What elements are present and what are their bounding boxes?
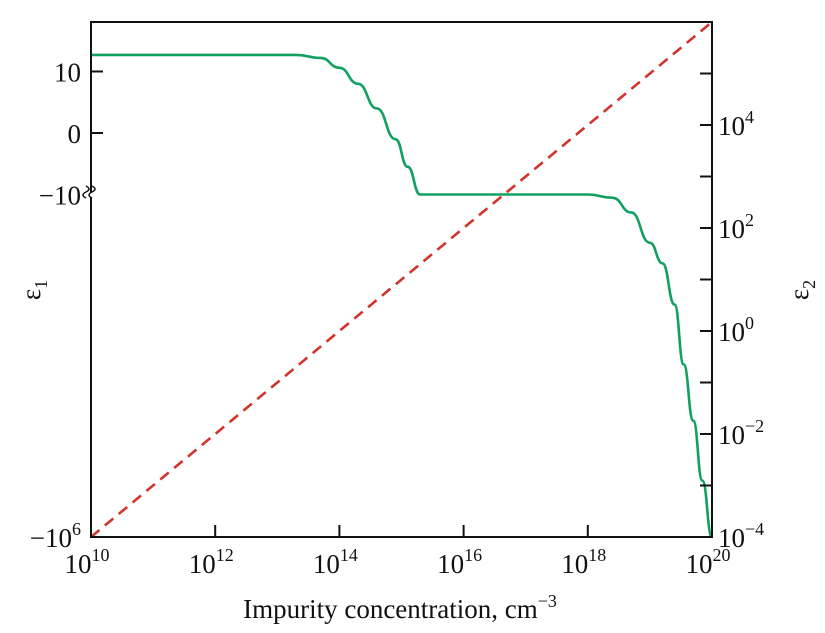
series-epsilon1-line [91,53,714,539]
y-right-tick-label: 104 [718,107,754,141]
x-tick-label: 1018 [561,545,606,579]
x-tick-label: 1016 [437,545,482,579]
y-right-tick-label: 10−2 [718,416,764,450]
x-tick-label: 1020 [686,545,731,579]
axis-break-symbol [82,185,96,199]
y-left-tick-label: −10 [39,181,81,211]
y-left-tick-label: −106 [30,519,81,553]
x-tick-label: 1014 [313,545,358,579]
y-right-tick-label: 102 [718,210,754,244]
y-left-axis-label: ε1 [16,280,51,300]
y-left-tick-label: 0 [68,119,82,149]
x-tick-label: 1012 [189,545,234,579]
x-axis-label: Impurity concentration, cm−3 [243,591,557,624]
y-right-axis-label: ε2 [784,280,819,300]
y-left-tick-label: 10 [54,58,81,88]
series-epsilon2-line [90,20,713,539]
x-tick-label: 1010 [65,545,110,579]
y-right-tick-label: 10−4 [718,519,764,553]
y-right-tick-label: 100 [718,313,754,347]
